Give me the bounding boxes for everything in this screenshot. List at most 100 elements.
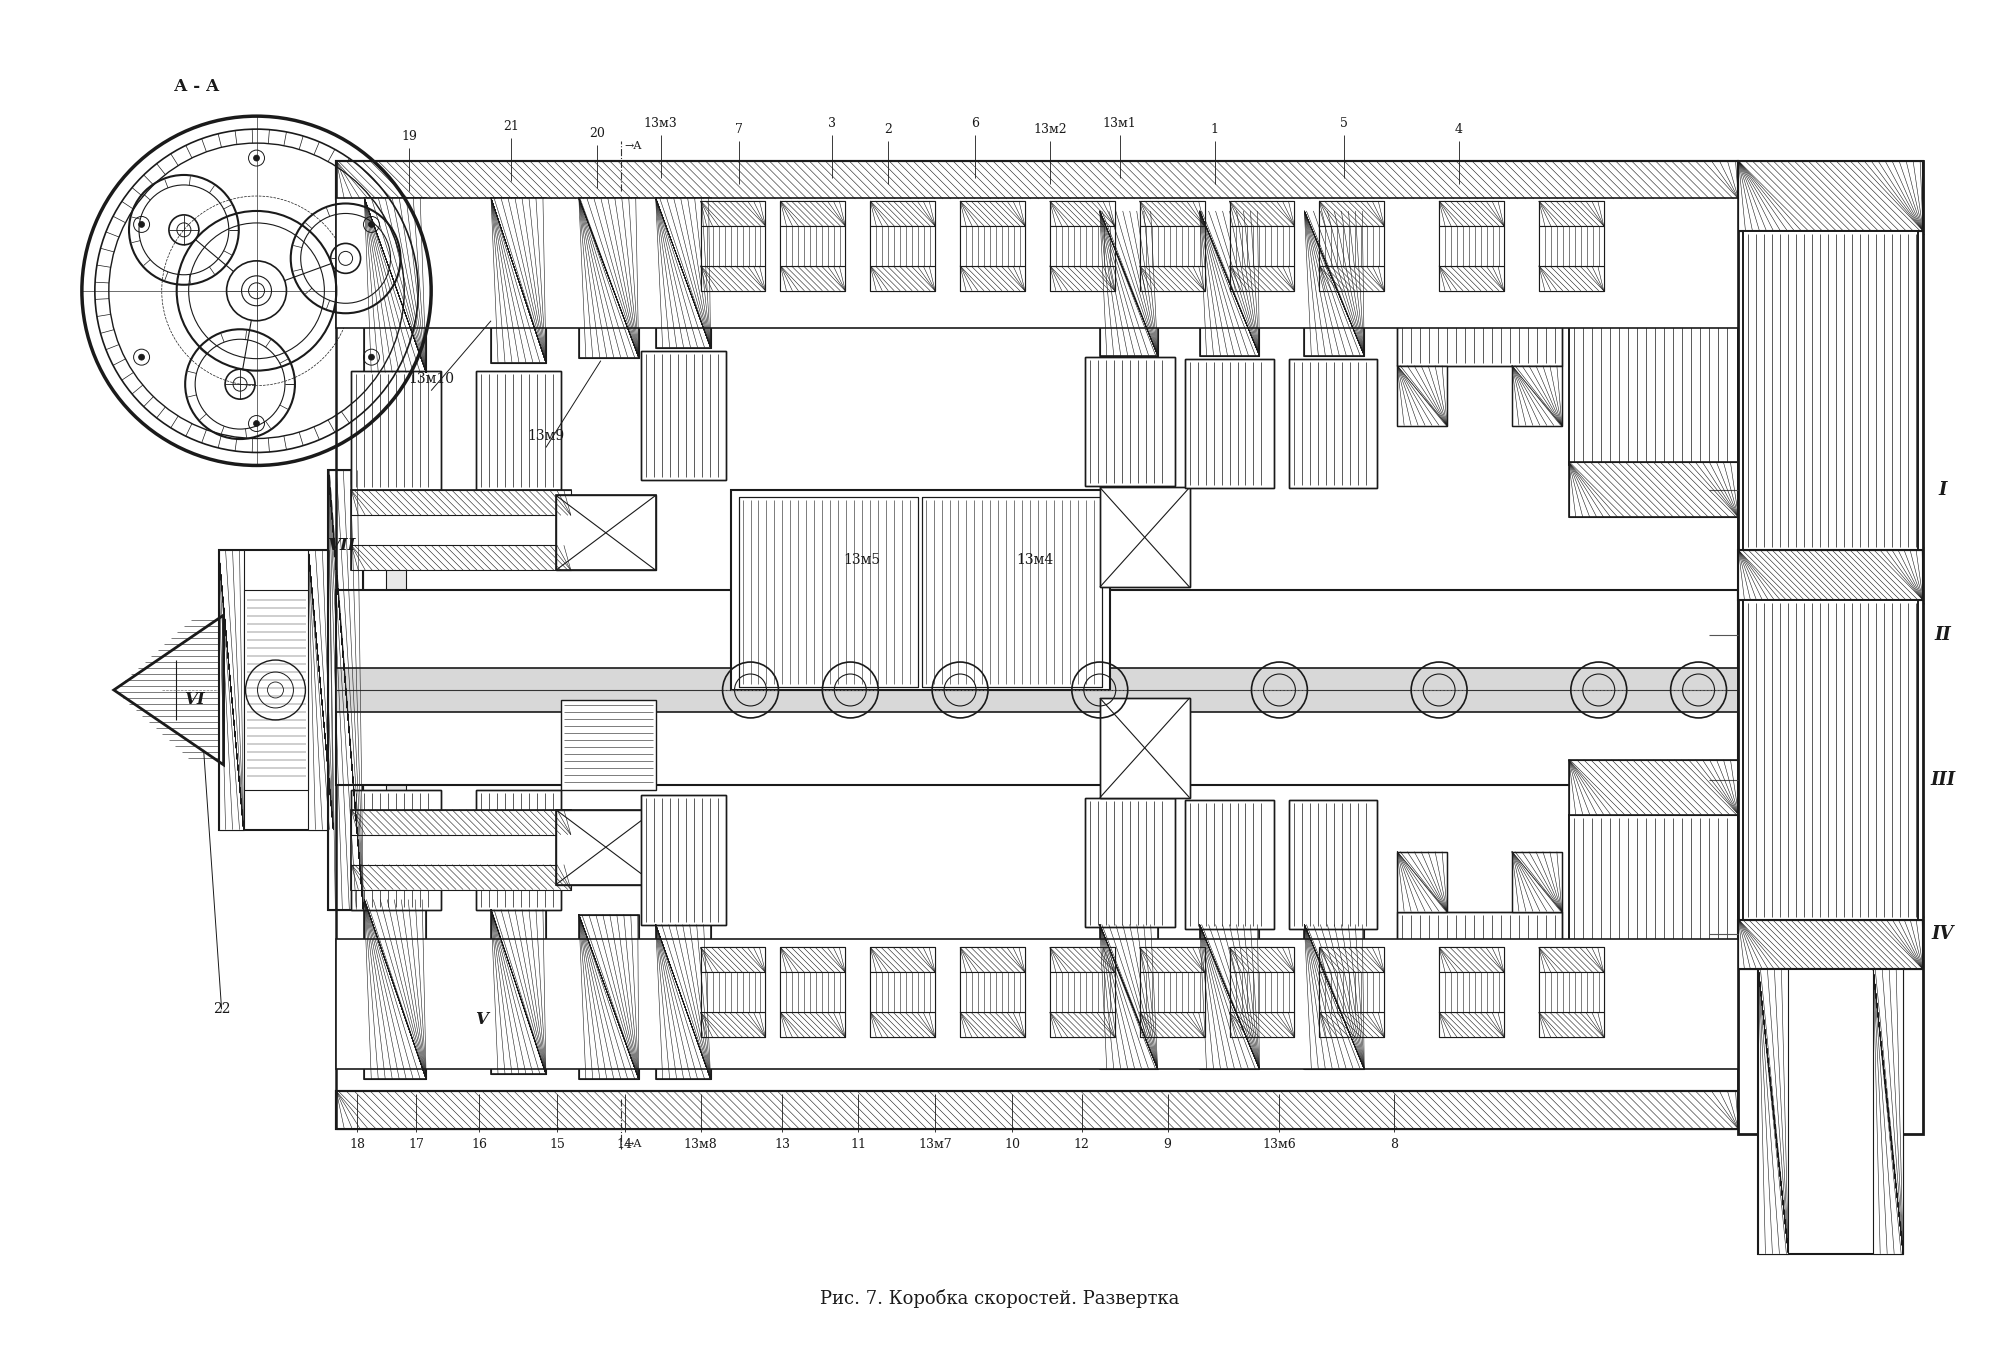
Bar xyxy=(336,197,1738,328)
Bar xyxy=(1538,226,1604,266)
Text: I: I xyxy=(1938,481,1948,500)
Text: 13м4: 13м4 xyxy=(1016,553,1054,567)
Bar xyxy=(1304,211,1364,355)
Bar xyxy=(780,202,846,291)
Bar xyxy=(336,161,1738,199)
Bar xyxy=(700,948,766,972)
Bar xyxy=(352,490,570,571)
Bar xyxy=(1140,948,1204,1038)
Bar xyxy=(244,590,308,790)
Bar xyxy=(1290,799,1378,929)
Bar xyxy=(386,370,406,899)
Bar xyxy=(1398,221,1562,365)
Text: 11: 11 xyxy=(850,1137,866,1151)
Bar xyxy=(1140,972,1204,1012)
Bar xyxy=(922,497,1102,686)
Bar xyxy=(560,700,656,790)
Text: →A: →A xyxy=(624,1139,642,1150)
Bar xyxy=(1398,365,1448,425)
Bar xyxy=(1320,948,1384,972)
Bar xyxy=(1140,266,1204,291)
Text: 6: 6 xyxy=(972,117,980,129)
Bar xyxy=(1440,948,1504,1038)
Bar xyxy=(476,790,560,910)
Bar xyxy=(492,197,546,362)
Bar xyxy=(1512,365,1562,425)
Text: 13м7: 13м7 xyxy=(918,1137,952,1151)
Bar xyxy=(1184,358,1274,489)
Bar xyxy=(1538,1012,1604,1038)
Bar xyxy=(1200,925,1260,1069)
Bar xyxy=(1304,925,1364,1069)
Bar xyxy=(1050,266,1114,291)
Text: 18: 18 xyxy=(350,1137,366,1151)
Bar xyxy=(780,1012,846,1038)
Bar xyxy=(656,197,710,347)
Bar xyxy=(1538,972,1604,1012)
Bar xyxy=(700,948,766,972)
Bar xyxy=(780,948,846,1038)
Bar xyxy=(1538,202,1604,226)
Bar xyxy=(1440,948,1504,972)
Bar xyxy=(1744,232,1918,550)
Bar xyxy=(1440,266,1504,291)
Bar xyxy=(700,226,766,266)
Bar xyxy=(1290,799,1378,929)
Text: 17: 17 xyxy=(408,1137,424,1151)
Text: 13м6: 13м6 xyxy=(1262,1137,1296,1151)
Bar xyxy=(556,496,656,571)
Bar xyxy=(352,545,570,571)
Bar xyxy=(1320,266,1384,291)
Bar xyxy=(738,497,918,686)
Bar xyxy=(1140,1012,1204,1038)
Bar xyxy=(328,470,364,910)
Bar xyxy=(1304,211,1364,355)
Bar xyxy=(1512,365,1562,425)
Text: II: II xyxy=(1934,627,1952,644)
Bar xyxy=(1184,799,1274,929)
Bar xyxy=(700,202,766,226)
Bar xyxy=(1398,221,1562,365)
Bar xyxy=(1290,358,1378,489)
Bar xyxy=(1440,1012,1504,1038)
Text: 9: 9 xyxy=(1164,1137,1172,1151)
Text: 13м9: 13м9 xyxy=(528,429,564,443)
Bar xyxy=(1738,919,1924,970)
Bar xyxy=(960,972,1024,1012)
Bar xyxy=(1050,226,1114,266)
Bar xyxy=(1398,911,1562,1057)
Bar xyxy=(780,266,846,291)
Bar xyxy=(1200,211,1260,355)
Bar xyxy=(578,197,638,358)
Bar xyxy=(1738,550,1924,601)
Bar xyxy=(352,810,570,835)
Text: 12: 12 xyxy=(1074,1137,1090,1151)
Bar xyxy=(218,550,244,829)
Bar xyxy=(1512,851,1562,911)
Bar xyxy=(1184,799,1274,929)
Bar xyxy=(1568,760,1738,814)
Bar xyxy=(960,202,1024,226)
Bar xyxy=(352,810,570,889)
Bar xyxy=(1738,550,1924,601)
Bar xyxy=(1100,697,1190,798)
Bar xyxy=(960,226,1024,266)
Bar xyxy=(1140,948,1204,972)
Bar xyxy=(492,910,546,1075)
Bar xyxy=(1084,357,1174,486)
Bar xyxy=(870,1012,936,1038)
Bar xyxy=(730,490,1110,691)
Bar xyxy=(578,914,638,1079)
Bar xyxy=(1568,463,1738,518)
Bar xyxy=(364,197,426,373)
Bar xyxy=(336,590,1738,785)
Bar xyxy=(1100,488,1190,587)
Bar xyxy=(960,266,1024,291)
Bar xyxy=(1398,911,1562,1057)
Text: Рис. 7. Коробка скоростей. Развертка: Рис. 7. Коробка скоростей. Развертка xyxy=(820,1290,1180,1309)
Bar xyxy=(1230,266,1294,291)
Text: 14: 14 xyxy=(616,1137,632,1151)
Bar xyxy=(870,226,936,266)
Bar xyxy=(656,197,710,347)
Bar xyxy=(1568,760,1738,814)
